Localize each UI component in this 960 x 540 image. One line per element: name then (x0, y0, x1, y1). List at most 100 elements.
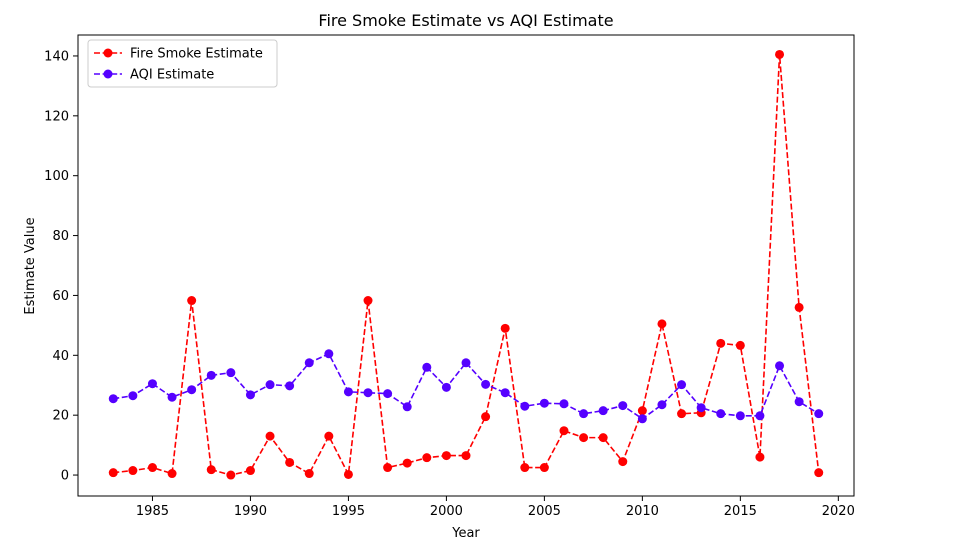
series-0 (108, 49, 824, 480)
data-point (383, 463, 393, 473)
y-tick-label: 40 (52, 349, 69, 364)
data-point (814, 468, 824, 478)
data-point (598, 433, 608, 443)
data-point (324, 349, 334, 359)
legend-label: AQI Estimate (130, 68, 214, 83)
data-point (696, 403, 706, 413)
data-point (461, 358, 471, 368)
data-point (657, 400, 667, 410)
data-point (794, 302, 804, 312)
data-point (147, 463, 157, 473)
legend-label: Fire Smoke Estimate (130, 47, 263, 62)
data-point (402, 402, 412, 412)
x-tick-label: 2015 (724, 504, 757, 519)
y-tick-label: 0 (61, 469, 69, 484)
data-point (539, 463, 549, 473)
data-point (618, 401, 628, 411)
x-tick-label: 2020 (822, 504, 855, 519)
data-point (363, 388, 373, 398)
data-point (637, 406, 647, 416)
data-point (481, 379, 491, 389)
data-point (500, 388, 510, 398)
plot-area (77, 34, 855, 497)
y-tick-label: 120 (44, 109, 69, 124)
legend-marker (103, 69, 113, 79)
data-point (226, 368, 236, 378)
data-point (579, 409, 589, 419)
data-point (206, 370, 216, 380)
legend: Fire Smoke Estimate AQI Estimate (87, 39, 278, 88)
data-point (265, 380, 275, 390)
data-point (187, 385, 197, 395)
data-point (285, 381, 295, 391)
y-axis-title: Estimate Value (23, 217, 38, 314)
data-point (128, 391, 138, 401)
data-point (245, 466, 255, 476)
legend-marker (103, 48, 113, 58)
x-axis-title: Year (451, 526, 480, 540)
data-point (206, 465, 216, 475)
data-point (226, 470, 236, 480)
data-point (677, 380, 687, 390)
legend-box (87, 39, 278, 88)
x-tick-label: 2010 (626, 504, 659, 519)
data-point (167, 469, 177, 479)
data-point (304, 358, 314, 368)
data-point (128, 466, 138, 476)
plot-frame (77, 34, 855, 497)
data-point (775, 49, 785, 59)
data-point (363, 296, 373, 306)
y-tick-label: 100 (44, 169, 69, 184)
data-point (716, 409, 726, 419)
data-point (618, 457, 628, 467)
data-point (520, 401, 530, 411)
data-point (735, 340, 745, 350)
x-tick-label: 1985 (136, 504, 169, 519)
data-point (735, 411, 745, 421)
data-point (637, 414, 647, 424)
series-1 (108, 349, 824, 424)
y-axis: 0 20 40 60 80 100 120 140 (44, 49, 78, 484)
data-point (716, 338, 726, 348)
data-point (794, 397, 804, 407)
data-point (481, 412, 491, 422)
data-point (461, 451, 471, 461)
legend-item: Fire Smoke Estimate (94, 47, 263, 62)
data-point (147, 379, 157, 389)
data-point (559, 426, 569, 436)
x-tick-label: 2000 (430, 504, 463, 519)
data-point (755, 452, 765, 462)
data-point (422, 362, 432, 372)
x-axis: 1985 1990 1995 2000 2005 2010 2015 2020 (136, 496, 855, 519)
data-point (108, 468, 118, 478)
chart-title: Fire Smoke Estimate vs AQI Estimate (318, 11, 613, 30)
data-point (500, 323, 510, 333)
y-tick-label: 80 (52, 229, 69, 244)
data-point (245, 390, 255, 400)
data-point (775, 361, 785, 371)
data-point (343, 469, 353, 479)
data-point (304, 469, 314, 479)
data-point (343, 387, 353, 397)
data-point (422, 453, 432, 463)
data-point (598, 406, 608, 416)
series-layer (108, 49, 824, 480)
data-point (441, 382, 451, 392)
data-point (187, 296, 197, 306)
data-point (383, 389, 393, 399)
y-tick-label: 20 (52, 409, 69, 424)
data-point (402, 458, 412, 468)
x-tick-label: 1990 (234, 504, 267, 519)
data-point (755, 411, 765, 421)
data-point (657, 319, 667, 329)
y-tick-label: 140 (44, 49, 69, 64)
x-tick-label: 1995 (332, 504, 365, 519)
data-point (520, 463, 530, 473)
data-point (324, 431, 334, 441)
data-point (167, 392, 177, 402)
legend-item: AQI Estimate (94, 68, 214, 83)
data-point (265, 431, 275, 441)
data-point (579, 433, 589, 443)
y-tick-label: 60 (52, 289, 69, 304)
